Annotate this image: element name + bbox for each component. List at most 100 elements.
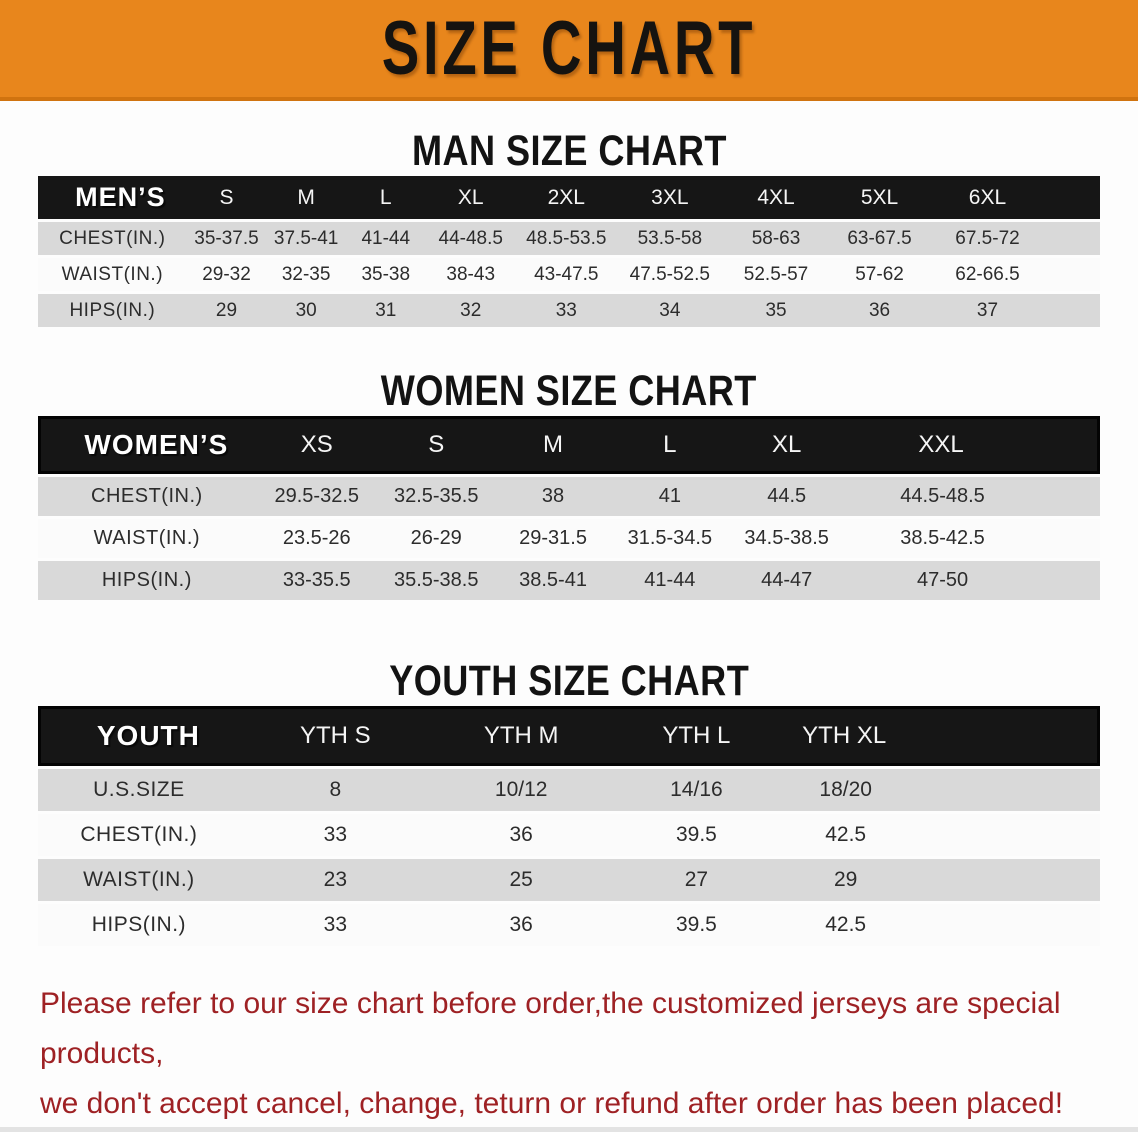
size-value-cell: 47-50 bbox=[916, 569, 969, 591]
table-row: U.S.SIZE 8 10/12 14/16 18/20 bbox=[38, 769, 1100, 811]
size-value-cell: 67.5-72 bbox=[955, 227, 1020, 249]
size-value-cell: 43-47.5 bbox=[534, 263, 599, 285]
table-corner-label: YOUTH bbox=[38, 706, 240, 766]
size-column-header: YTH L bbox=[611, 706, 782, 766]
size-value-cell: 25 bbox=[509, 868, 533, 891]
size-value-cell: 32-35 bbox=[281, 263, 331, 285]
banner: SIZE CHART bbox=[0, 0, 1138, 101]
size-value-cell: 33 bbox=[323, 913, 348, 936]
size-value-cell: 42.5 bbox=[825, 913, 867, 936]
table-header-row: YOUTH YTH S YTH M YTH L YTH XL bbox=[38, 706, 1100, 766]
page-title: SIZE CHART bbox=[381, 5, 757, 91]
size-column-header: S bbox=[219, 185, 234, 209]
size-value-cell: 41 bbox=[658, 485, 681, 507]
size-value-cell: 38.5-41 bbox=[519, 569, 587, 591]
size-value-cell: 38.5-42.5 bbox=[900, 527, 985, 549]
size-value-cell: 44-47 bbox=[761, 569, 813, 591]
size-column-header: XXL bbox=[845, 416, 1100, 474]
size-column-header: L bbox=[379, 185, 392, 209]
disclaimer: Please refer to our size chart before or… bbox=[40, 979, 1100, 1129]
measure-row-label: HIPS(IN.) bbox=[91, 913, 187, 936]
size-value-cell: 48.5-53.5 bbox=[526, 227, 607, 249]
measure-row-label: CHEST(IN.) bbox=[91, 485, 203, 507]
size-value-cell: 18/20 bbox=[819, 778, 872, 801]
disclaimer-line-2: we don't accept cancel, change, teturn o… bbox=[40, 1087, 1064, 1120]
table-row: CHEST(IN.) 33 36 39.5 42.5 bbox=[38, 814, 1100, 856]
measure-row-label: CHEST(IN.) bbox=[80, 823, 198, 846]
size-value-cell: 53.5-58 bbox=[637, 227, 703, 249]
youth-section-heading: YOUTH SIZE CHART bbox=[389, 657, 749, 705]
table-row: WAIST(IN.) 29-32 32-35 35-38 38-43 43-47.5 47.… bbox=[38, 258, 1100, 291]
measure-row-label: WAIST(IN.) bbox=[93, 527, 201, 549]
size-value-cell: 35-38 bbox=[361, 263, 411, 285]
size-value-cell: 23 bbox=[323, 868, 348, 891]
size-value-cell: 37.5-41 bbox=[273, 227, 339, 249]
size-column-header: YTH XL bbox=[781, 706, 1100, 766]
size-value-cell: 29-32 bbox=[202, 263, 251, 285]
measure-row-label: HIPS(IN.) bbox=[69, 299, 156, 321]
size-value-cell: 57-62 bbox=[855, 263, 904, 285]
bottom-edge-divider bbox=[0, 1127, 1138, 1132]
size-value-cell: 29 bbox=[834, 868, 858, 891]
size-column-header: 5XL bbox=[860, 185, 899, 209]
size-column-header: 4XL bbox=[757, 185, 795, 209]
table-row: WAIST(IN.) 23 25 27 29 bbox=[38, 859, 1100, 901]
size-column-header: YTH M bbox=[430, 706, 612, 766]
size-value-cell: 47.5-52.5 bbox=[629, 263, 710, 285]
measure-row-label: U.S.SIZE bbox=[93, 778, 185, 801]
measure-row-label: HIPS(IN.) bbox=[101, 569, 192, 591]
measure-row-label: WAIST(IN.) bbox=[61, 263, 164, 285]
size-column-header: 2XL bbox=[547, 185, 585, 209]
size-value-cell: 8 bbox=[329, 778, 342, 801]
size-value-cell: 29 bbox=[215, 299, 238, 321]
size-value-cell: 42.5 bbox=[825, 823, 867, 846]
size-value-cell: 29.5-32.5 bbox=[274, 485, 360, 507]
table-row: CHEST(IN.) 35-37.5 37.5-41 41-44 44-48.5 48.5… bbox=[38, 222, 1100, 255]
youth-section: YOUTH SIZE CHART bbox=[0, 660, 1138, 703]
size-value-cell: 34.5-38.5 bbox=[744, 527, 829, 549]
size-value-cell: 38-43 bbox=[446, 263, 496, 285]
size-column-header: XL bbox=[457, 185, 484, 209]
size-value-cell: 34 bbox=[659, 299, 681, 321]
size-value-cell: 29-31.5 bbox=[519, 527, 587, 549]
size-column-header: L bbox=[611, 416, 729, 474]
size-value-cell: 41-44 bbox=[361, 227, 411, 249]
size-value-cell: 35.5-38.5 bbox=[393, 569, 479, 591]
size-value-cell: 27 bbox=[684, 868, 709, 891]
table-corner-label: WOMEN’S bbox=[38, 416, 256, 474]
size-value-cell: 23.5-26 bbox=[282, 527, 351, 549]
table-row: CHEST(IN.) 29.5-32.5 32.5-35.5 38 41 44.5 44.5… bbox=[38, 477, 1100, 516]
size-value-cell: 35-37.5 bbox=[194, 227, 259, 249]
women-section-heading: WOMEN SIZE CHART bbox=[381, 367, 757, 415]
size-column-header: M bbox=[494, 416, 612, 474]
size-column-header: 6XL bbox=[968, 185, 1007, 209]
size-value-cell: 26-29 bbox=[410, 527, 462, 549]
size-value-cell: 31.5-34.5 bbox=[627, 527, 713, 549]
men-section-heading: MAN SIZE CHART bbox=[411, 127, 727, 175]
men-size-table: MEN’S S M L XL 2XL 3XL 4XL 5XL 6XL CHEST(IN.) 35-37… bbox=[38, 173, 1100, 330]
size-value-cell: 14/16 bbox=[670, 778, 723, 801]
size-column-header: 3XL bbox=[651, 185, 689, 209]
size-value-cell: 44.5-48.5 bbox=[900, 485, 985, 507]
size-value-cell: 38 bbox=[541, 485, 565, 507]
table-corner-label: MEN’S bbox=[75, 182, 166, 212]
table-row: WAIST(IN.) 23.5-26 26-29 29-31.5 31.5-34.5 34… bbox=[38, 519, 1100, 558]
table-row: HIPS(IN.) 33 36 39.5 42.5 bbox=[38, 904, 1100, 946]
size-value-cell: 39.5 bbox=[675, 823, 717, 846]
disclaimer-line-1: Please refer to our size chart before or… bbox=[40, 987, 1061, 1070]
size-value-cell: 33 bbox=[323, 823, 348, 846]
table-row: HIPS(IN.) 33-35.5 35.5-38.5 38.5-41 41-44 44-… bbox=[38, 561, 1100, 600]
size-column-header: XS bbox=[255, 416, 378, 474]
size-value-cell: 44.5 bbox=[767, 485, 807, 507]
size-column-header: YTH S bbox=[239, 706, 431, 766]
measure-row-label: WAIST(IN.) bbox=[83, 868, 195, 891]
size-value-cell: 62-66.5 bbox=[955, 263, 1020, 285]
size-value-cell: 33-35.5 bbox=[282, 569, 351, 591]
size-value-cell: 35 bbox=[765, 299, 787, 321]
size-column-header: M bbox=[297, 185, 315, 209]
men-section: MAN SIZE CHART bbox=[0, 130, 1138, 173]
size-value-cell: 32.5-35.5 bbox=[393, 485, 479, 507]
youth-size-table: YOUTH YTH S YTH M YTH L YTH XL U.S.SIZE 8 10/12… bbox=[38, 703, 1100, 949]
size-value-cell: 41-44 bbox=[644, 569, 696, 591]
